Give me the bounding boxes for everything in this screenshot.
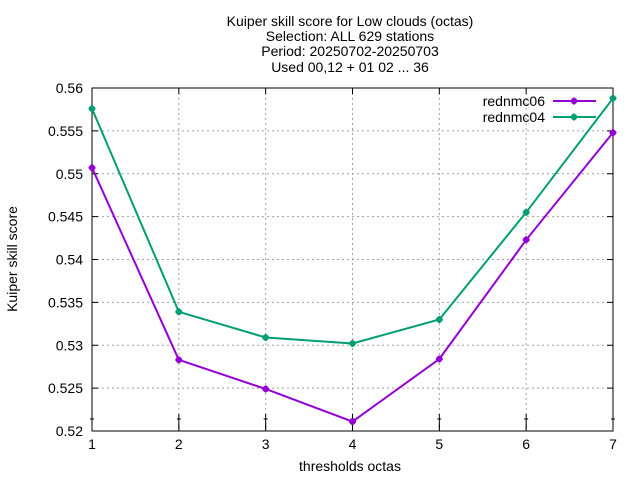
data-point-rednmc06-cross [262, 385, 270, 393]
data-point-rednmc04-cross [262, 334, 270, 342]
title-line-4: Used 00,12 + 01 02 ... 36 [271, 59, 429, 75]
y-tick-label: 0.555 [48, 123, 83, 139]
data-point-rednmc04-cross [175, 308, 183, 316]
data-point-rednmc04-cross [88, 105, 96, 113]
x-tick-label: 7 [609, 436, 617, 452]
x-tick-label: 6 [522, 436, 530, 452]
legend-marker-rednmc04-cross [570, 113, 578, 121]
legend-label-rednmc04: rednmc04 [483, 109, 545, 125]
y-tick-label: 0.55 [56, 166, 83, 182]
grid-lines [92, 88, 613, 431]
data-point-rednmc06-cross [349, 418, 356, 426]
data-point-rednmc06-cross [522, 236, 530, 244]
y-tick-label: 0.545 [48, 209, 83, 225]
data-point-rednmc06-cross [609, 129, 617, 137]
y-tick-label: 0.53 [56, 337, 83, 353]
x-tick-label: 3 [262, 436, 270, 452]
y-tick-label: 0.535 [48, 294, 83, 310]
y-tick-label: 0.525 [48, 380, 83, 396]
y-axis-label: Kuiper skill score [4, 206, 20, 312]
title-line-2: Selection: ALL 629 stations [266, 28, 434, 44]
series-rednmc06 [88, 129, 617, 426]
x-tick-label: 1 [88, 436, 96, 452]
data-point-rednmc06-cross [88, 164, 96, 172]
y-tick-label: 0.56 [56, 80, 83, 96]
series-rednmc04 [88, 94, 617, 348]
data-point-rednmc04-cross [522, 208, 530, 216]
y-tick-label: 0.54 [56, 252, 83, 268]
data-series [88, 94, 617, 426]
legend-label-rednmc06: rednmc06 [483, 93, 545, 109]
title-line-1: Kuiper skill score for Low clouds (octas… [227, 13, 474, 29]
data-point-rednmc04-cross [609, 94, 617, 102]
x-axis-label: thresholds octas [299, 458, 401, 474]
x-tick-label: 2 [175, 436, 183, 452]
data-point-rednmc06-cross [435, 355, 443, 363]
chart-title: Kuiper skill score for Low clouds (octas… [227, 13, 474, 75]
data-point-rednmc04-cross [435, 316, 443, 324]
title-line-3: Period: 20250702-20250703 [261, 43, 439, 59]
x-tick-label: 5 [435, 436, 443, 452]
y-axis-ticks: 0.52 0.525 0.53 0.535 0.54 0.545 0.55 0.555 0.56 [48, 80, 613, 439]
x-tick-label: 4 [349, 436, 357, 452]
y-tick-label: 0.52 [56, 423, 83, 439]
plot-frame [91, 87, 614, 432]
series-line-rednmc04 [91, 97, 614, 345]
legend-marker-rednmc06-cross [570, 97, 578, 105]
data-point-rednmc06-cross [175, 356, 183, 364]
data-point-rednmc04-cross [349, 340, 356, 348]
